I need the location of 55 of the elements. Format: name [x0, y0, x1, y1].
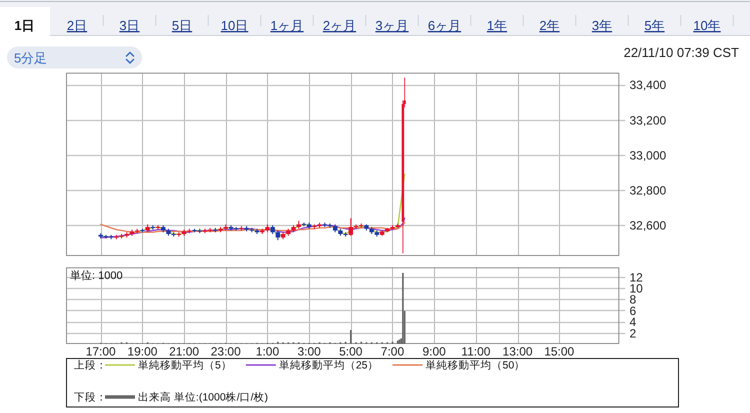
candlestick — [208, 228, 212, 232]
candlestick — [312, 224, 317, 229]
legend-label: 単純移動平均（25） — [278, 360, 379, 372]
x-tick-label: 15:00 — [544, 344, 575, 358]
text: 22/11/10 07:39 CST — [624, 45, 740, 60]
legend-label: 出来高 単位:(1000株/口/枚) — [138, 390, 268, 404]
candlestick — [359, 223, 364, 228]
text: 5日 — [172, 18, 192, 33]
x-tick-label: 9:00 — [422, 344, 446, 358]
text: 10年 — [693, 18, 721, 33]
legend-title: 上段： — [74, 358, 107, 372]
x-tick-label: 23:00 — [210, 344, 242, 358]
text: 3年 — [592, 18, 612, 33]
x-tick-label: 17:00 — [86, 344, 116, 358]
candlestick — [156, 225, 160, 230]
x-tick-label: 1:00 — [256, 344, 280, 358]
candlestick — [250, 228, 254, 232]
candlestick — [260, 228, 264, 234]
legend-label: 単純移動平均（50） — [426, 360, 526, 372]
text: 1日 — [14, 18, 35, 33]
candlestick — [114, 234, 119, 240]
text: 5年 — [644, 18, 665, 33]
candlestick — [254, 228, 260, 234]
candlestick — [150, 225, 156, 230]
candlestick — [364, 224, 369, 231]
legend-title: 下段： — [74, 392, 107, 404]
x-tick-label: 13:00 — [502, 344, 533, 358]
y-tick-label: 32,600 — [630, 218, 667, 233]
text: 2ヶ月 — [322, 18, 356, 33]
x-tick-label: 21:00 — [169, 344, 200, 358]
y-tick-label: 12 — [630, 270, 644, 284]
candlestick — [239, 226, 244, 231]
text: 10日 — [220, 18, 248, 33]
x-tick-label: 5:00 — [339, 344, 363, 358]
x-tick-label: 3:00 — [297, 344, 322, 358]
annotation: 単位: 1000 — [70, 270, 123, 282]
text: 2年 — [539, 18, 560, 33]
candlestick — [224, 224, 228, 231]
candlestick — [213, 228, 218, 232]
legend-label: 単純移動平均（5） — [138, 360, 232, 372]
x-tick-label: 19:00 — [127, 344, 158, 358]
text: 3日 — [119, 18, 140, 33]
text: 1ヶ月 — [270, 18, 304, 33]
x-tick-label: 7:00 — [380, 344, 404, 358]
candlestick — [395, 223, 400, 228]
y-tick-label: 33,000 — [630, 148, 667, 162]
text: 6ヶ月 — [428, 18, 462, 33]
text: 3ヶ月 — [375, 18, 409, 33]
y-tick-label: 32,800 — [630, 184, 667, 198]
x-tick-label: 11:00 — [461, 344, 491, 358]
text: 2日 — [66, 18, 88, 33]
y-tick-label: 33,400 — [630, 78, 667, 92]
text: 1年 — [486, 18, 508, 33]
text: 5分足 — [14, 50, 48, 66]
y-tick-label: 33,200 — [630, 113, 667, 128]
